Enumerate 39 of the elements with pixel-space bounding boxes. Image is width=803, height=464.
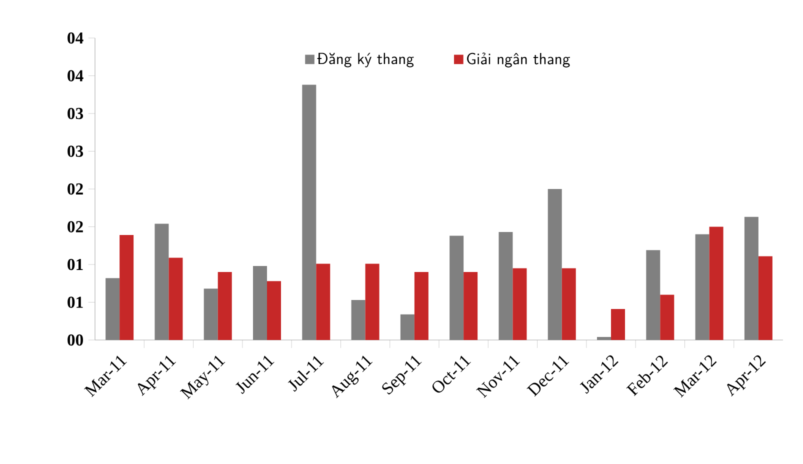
- bar: [709, 226, 724, 340]
- y-tick-label: 02: [68, 183, 83, 195]
- bar: [464, 272, 478, 340]
- bar: [253, 266, 268, 340]
- bar: [414, 272, 428, 340]
- y-tick-label: 00: [68, 334, 83, 346]
- bar: [597, 336, 612, 340]
- bar: [168, 258, 183, 340]
- y-tick-label: 03: [68, 146, 84, 157]
- bar: [365, 264, 380, 340]
- bar: [106, 278, 120, 340]
- bar: [316, 264, 330, 340]
- bar: [660, 294, 674, 340]
- bar: [120, 235, 134, 340]
- legend-label: Giải ngân thang: [467, 52, 570, 68]
- bar: [204, 288, 218, 340]
- bar: [267, 281, 282, 340]
- y-tick-label: 02: [68, 221, 83, 232]
- bar: [758, 256, 772, 340]
- bar: [498, 232, 513, 340]
- bar: [351, 300, 366, 340]
- bar: [154, 224, 169, 340]
- bar: [218, 272, 232, 340]
- y-tick-label: 01: [68, 296, 83, 308]
- bar: [548, 189, 562, 340]
- y-tick-label: 01: [68, 258, 83, 270]
- bar: [512, 268, 527, 340]
- y-tick-label: 04: [68, 32, 84, 44]
- y-tick-label: 04: [68, 70, 84, 82]
- bar: [611, 309, 626, 340]
- bar: [400, 314, 414, 340]
- y-tick-label: 03: [68, 108, 84, 120]
- bar: [302, 84, 316, 340]
- bar: [450, 236, 464, 340]
- bar: [646, 250, 660, 340]
- bar: [562, 268, 576, 340]
- legend-label: Đăng ký thang: [317, 52, 414, 68]
- bar: [695, 234, 710, 340]
- bar: [744, 216, 758, 340]
